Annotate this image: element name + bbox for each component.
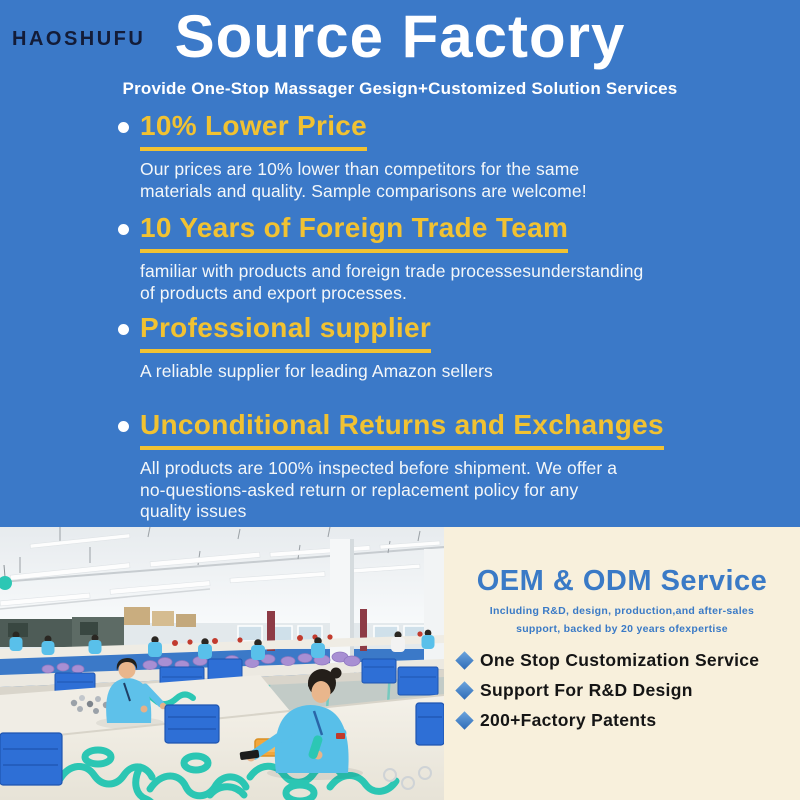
feature-description: A reliable supplier for leading Amazon s… [140, 361, 493, 381]
service-item-label: 200+Factory Patents [480, 709, 657, 730]
brand-logo: HAOSHUFU [12, 28, 146, 50]
factory-assembly-line-photo [0, 526, 445, 800]
feature-title: 10% Lower Price [140, 110, 368, 151]
feature-description: familiar with products and foreign trade… [140, 261, 644, 303]
diamond-bullet-icon [455, 650, 474, 670]
diamond-bullet-icon [455, 710, 474, 730]
feature-lower-price: 10% Lower Price Our prices are 10% lower… [118, 110, 587, 202]
bullet-dot-icon [118, 224, 129, 235]
feature-title: 10 Years of Foreign Trade Team [140, 212, 569, 253]
oem-odm-service-panel: OEM & ODM Service Including R&D, design,… [444, 527, 800, 800]
bullet-dot-icon [118, 324, 129, 335]
bullet-dot-icon [118, 122, 129, 133]
service-list-item: One Stop Customization Service [455, 645, 760, 675]
feature-title: Unconditional Returns and Exchanges [140, 409, 664, 450]
panel-subtitle-line2: support, backed by 20 years ofexpertise [516, 623, 728, 635]
bullet-dot-icon [118, 421, 129, 432]
feature-professional-supplier: Professional supplier A reliable supplie… [118, 312, 493, 383]
service-list: One Stop Customization Service Support F… [455, 645, 760, 735]
page-title: Source Factory [174, 3, 626, 70]
service-item-label: One Stop Customization Service [480, 649, 760, 670]
factory-photo [0, 526, 445, 800]
page-subtitle: Provide One-Stop Massager Gesign+Customi… [122, 79, 678, 98]
panel-title: OEM & ODM Service [476, 565, 768, 597]
service-item-label: Support For R&D Design [480, 679, 693, 700]
feature-title: Professional supplier [140, 312, 432, 353]
feature-description: Our prices are 10% lower than competitor… [140, 159, 587, 201]
feature-foreign-trade-team: 10 Years of Foreign Trade Team familiar … [118, 212, 643, 304]
service-list-item: 200+Factory Patents [455, 705, 759, 735]
service-list-item: Support For R&D Design [455, 675, 759, 705]
feature-returns-exchanges: Unconditional Returns and Exchanges All … [118, 409, 664, 523]
diamond-bullet-icon [455, 680, 474, 700]
panel-subtitle-line1: Including R&D, design, production,and af… [489, 605, 755, 617]
feature-description: All products are 100% inspected before s… [140, 458, 618, 522]
